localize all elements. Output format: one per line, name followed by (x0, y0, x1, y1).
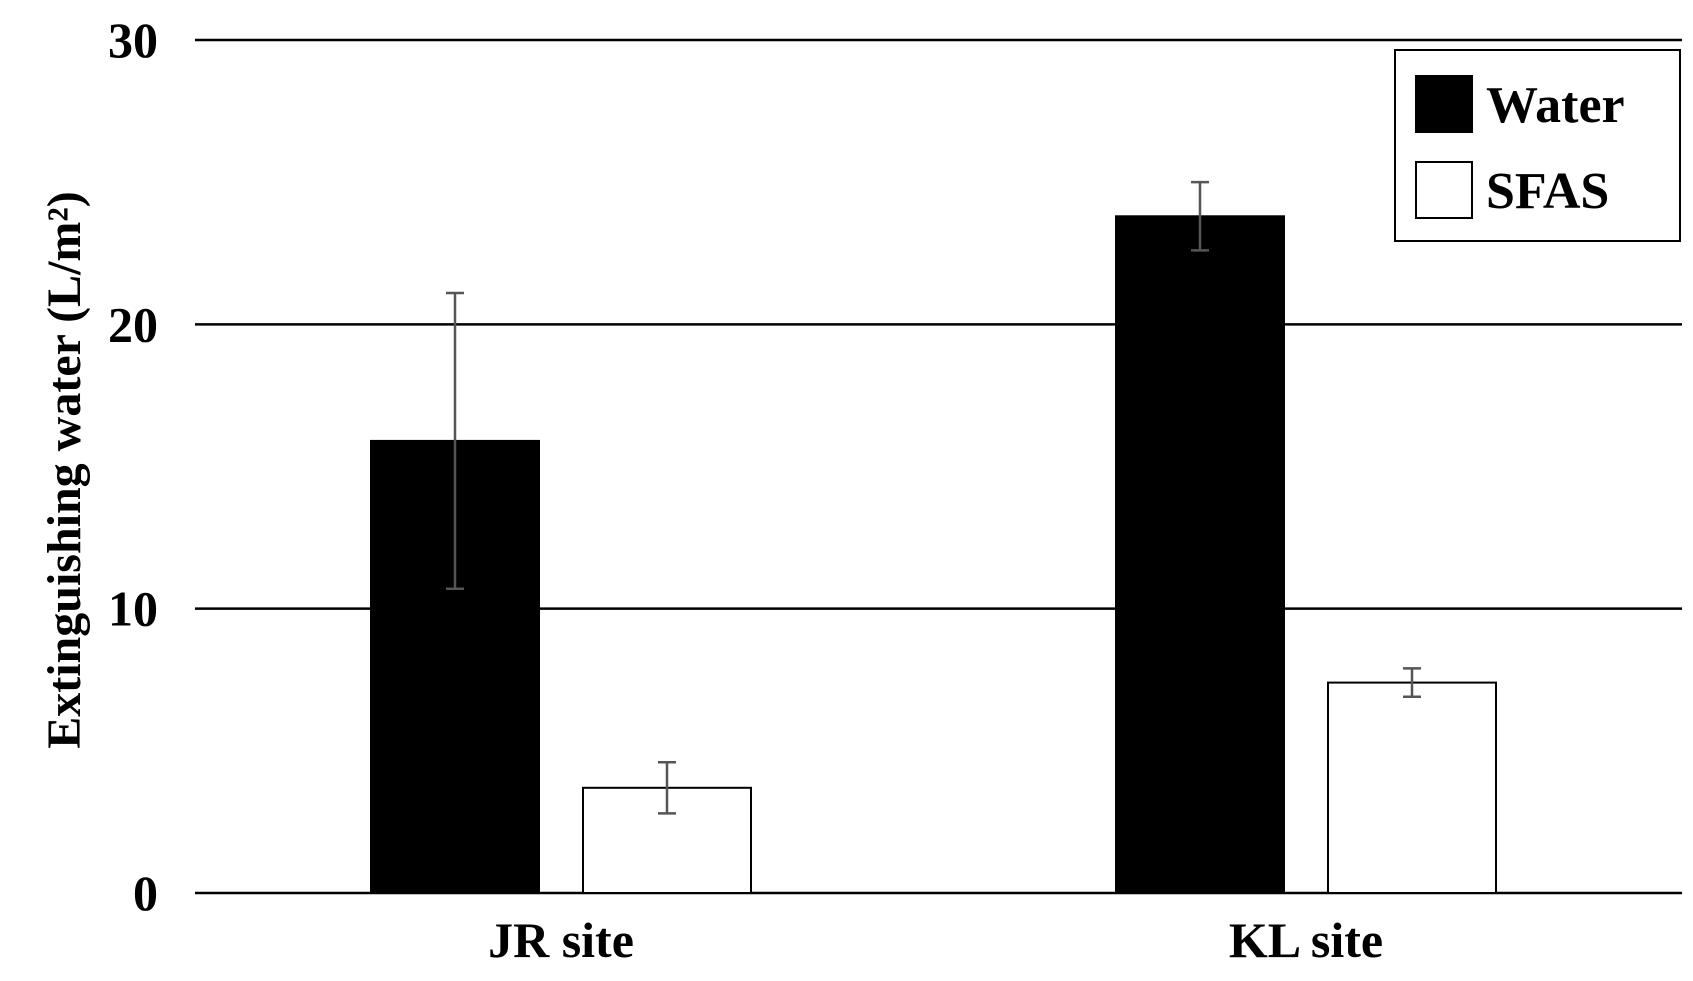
y-tick-label: 10 (108, 581, 158, 637)
x-category-label: KL site (1229, 912, 1383, 968)
error-bar (1191, 180, 1209, 252)
legend-swatch-water (1415, 75, 1473, 133)
error-bar (658, 760, 676, 815)
legend-label-sfas: SFAS (1486, 163, 1609, 220)
x-category-label: JR site (488, 912, 634, 968)
y-tick-label: 20 (108, 296, 158, 352)
x-axis-labels: JR site KL site (488, 912, 1383, 968)
bars (370, 215, 1497, 895)
legend: Water SFAS (1394, 49, 1681, 242)
error-bar (446, 291, 464, 591)
y-tick-label: 0 (133, 865, 158, 921)
y-axis-ticks: 0 10 20 30 (108, 12, 158, 921)
error-bar (1403, 667, 1421, 699)
error-bars (446, 180, 1421, 815)
legend-label-water: Water (1486, 77, 1625, 134)
legend-swatch-sfas (1415, 161, 1473, 219)
y-tick-label: 30 (108, 12, 158, 68)
y-axis-title: Extinguishing water (L/m²) (38, 191, 91, 749)
bar-sfas-1 (1327, 681, 1497, 894)
bar-water-1 (1115, 215, 1285, 894)
